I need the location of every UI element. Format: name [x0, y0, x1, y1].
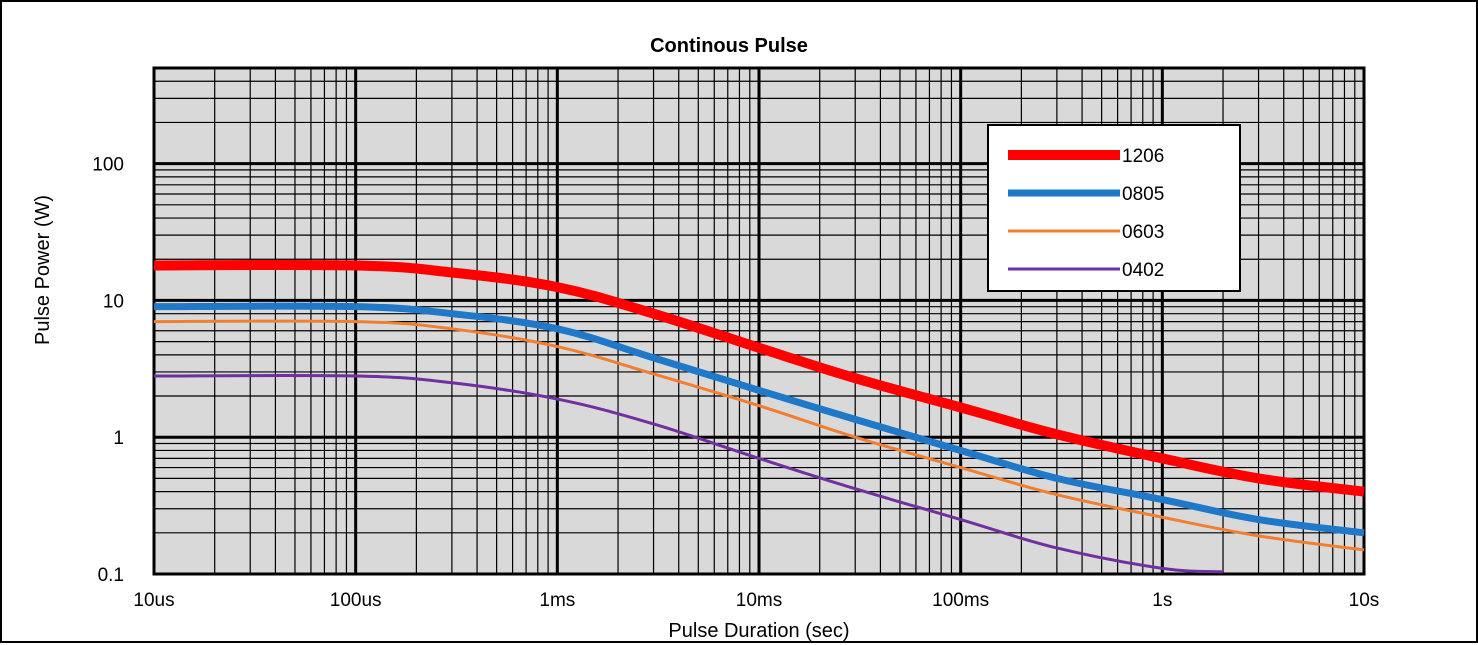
y-axis-title: Pulse Power (W) [32, 195, 54, 345]
series-line-0805 [153, 302, 1365, 537]
series-layer [153, 259, 1365, 574]
series-line-1206 [153, 259, 1365, 497]
y-tick-label: 100 [92, 155, 124, 176]
x-tick-label: 1s [1152, 590, 1172, 611]
x-tick-labels: 10us 100us 1ms 10ms 100ms 1s 10s [133, 590, 1379, 611]
legend-label-0402: 0402 [1122, 260, 1164, 281]
chart-title: Continous Pulse [650, 35, 808, 57]
legend: 1206 0805 0603 0402 [987, 124, 1241, 292]
x-tick-label: 100ms [932, 590, 989, 611]
y-tick-label: 10 [103, 291, 124, 312]
y-tick-label: 0.1 [98, 565, 124, 586]
x-tick-label: 1ms [539, 590, 575, 611]
legend-label-1206: 1206 [1122, 146, 1164, 167]
x-tick-label: 10us [133, 590, 174, 611]
x-tick-label: 10ms [736, 590, 782, 611]
legend-label-0805: 0805 [1122, 184, 1164, 205]
series-line-0603 [153, 319, 1365, 552]
x-axis-title: Pulse Duration (sec) [668, 620, 849, 642]
legend-box [987, 124, 1241, 292]
series-line-0402 [153, 373, 1224, 574]
legend-label-0603: 0603 [1122, 222, 1164, 243]
x-tick-label: 100us [330, 590, 382, 611]
y-tick-label: 1 [113, 428, 124, 449]
y-tick-labels: 0.1 1 10 100 [92, 155, 124, 586]
x-tick-label: 10s [1349, 590, 1380, 611]
